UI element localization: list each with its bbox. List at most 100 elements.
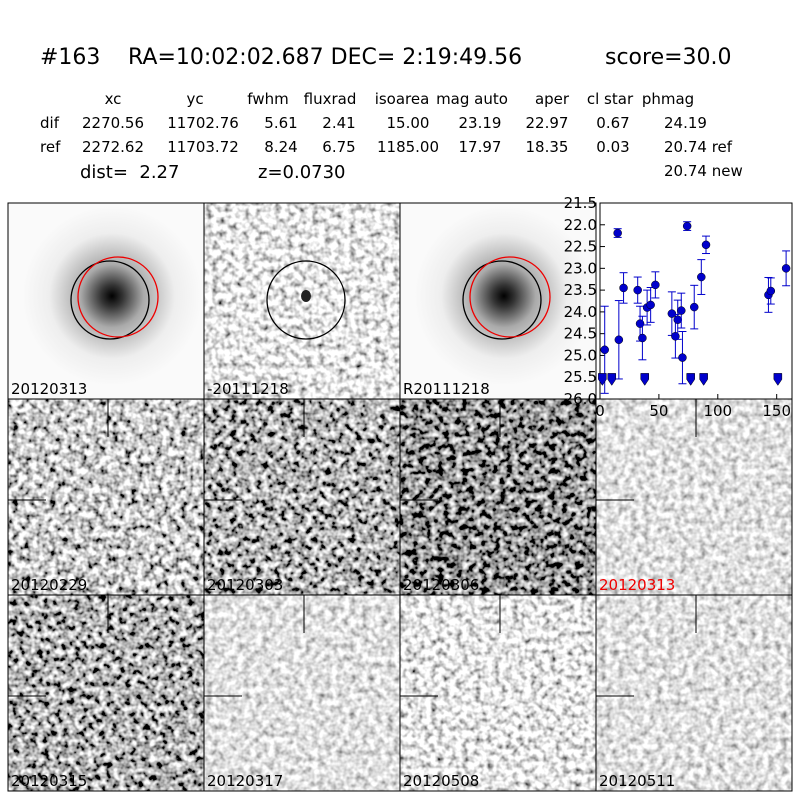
table-cell: 22.97 xyxy=(526,114,569,132)
point xyxy=(678,353,687,362)
table-cell: 15.00 xyxy=(387,114,430,132)
upper-limit xyxy=(607,373,617,386)
table-cell: 11702.76 xyxy=(167,114,239,132)
upper-limit xyxy=(598,373,607,386)
image xyxy=(8,399,204,595)
table-cell: 20.74 ref xyxy=(664,138,733,156)
column-header: cl star xyxy=(587,90,634,108)
point xyxy=(651,280,660,290)
image xyxy=(204,595,400,791)
distance: dist= 2.27 xyxy=(80,162,179,183)
source xyxy=(301,290,311,302)
point xyxy=(614,335,624,345)
image xyxy=(596,595,792,791)
table-cell: 0.67 xyxy=(596,114,629,132)
row-label: dif xyxy=(40,114,60,132)
panel-label: 20120315 xyxy=(11,772,87,790)
y-tick-label: 24.5 xyxy=(564,325,597,343)
point xyxy=(766,286,776,296)
image xyxy=(8,595,204,791)
point xyxy=(697,272,706,282)
upper-limit xyxy=(686,373,695,386)
galaxy xyxy=(414,206,594,386)
column-header: fluxrad xyxy=(304,90,357,108)
table-cell: 6.75 xyxy=(322,138,355,156)
aperture xyxy=(462,260,542,340)
point xyxy=(633,285,642,295)
column-header: isoarea xyxy=(375,90,430,108)
point xyxy=(646,300,655,310)
image xyxy=(204,203,400,399)
upper-limit xyxy=(773,373,783,386)
panel-label: -20111218 xyxy=(207,380,289,398)
column-header: mag auto xyxy=(436,90,508,108)
point xyxy=(677,306,686,315)
column-header: aper xyxy=(535,90,570,108)
table-cell: 18.35 xyxy=(526,138,569,156)
upper-limit xyxy=(640,373,650,386)
point xyxy=(600,345,609,355)
panel-label: 20120229 xyxy=(11,576,87,594)
galaxy xyxy=(22,206,202,386)
panel-label: 20120317 xyxy=(207,772,283,790)
column-header: xc xyxy=(105,90,122,108)
candidate-id: #163 xyxy=(40,45,100,70)
score: score=30.0 xyxy=(605,45,732,70)
column-header: phmag xyxy=(642,90,694,108)
table-cell: 24.19 xyxy=(664,114,707,132)
panel-label: 20120508 xyxy=(403,772,479,790)
table-cell: 23.19 xyxy=(459,114,502,132)
point xyxy=(689,302,699,312)
aperture-ref xyxy=(77,256,159,338)
upper-limit xyxy=(699,373,708,386)
phmag-new: 20.74 new xyxy=(664,162,743,180)
table-cell: 5.61 xyxy=(264,114,297,132)
y-tick-label: 21.5 xyxy=(564,194,597,212)
table-cell: 0.03 xyxy=(596,138,629,156)
point xyxy=(619,283,628,293)
panel-label: 20120303 xyxy=(207,576,283,594)
image xyxy=(400,595,596,791)
aperture xyxy=(70,260,150,340)
y-tick-label: 24.0 xyxy=(564,303,597,321)
point xyxy=(682,221,692,231)
y-tick-label: 22.5 xyxy=(564,238,597,256)
light-curve: 21.5 22.0 22.5 23.0 23.5 24.0 24.5 25.0 25.5 26.0… xyxy=(564,194,793,420)
y-tick-label: 26.0 xyxy=(564,390,597,408)
column-header: yc xyxy=(186,90,203,108)
point xyxy=(673,315,682,324)
point xyxy=(638,333,647,343)
panel-label: 20120313 xyxy=(11,380,87,398)
y-tick-label: 23.5 xyxy=(564,281,597,299)
frame xyxy=(595,594,793,792)
table-cell: 2272.62 xyxy=(82,138,144,156)
x-tick-label: 100 xyxy=(703,402,732,420)
y-tick-label: 25.0 xyxy=(564,346,597,364)
image xyxy=(400,399,596,595)
table-cell: 1185.00 xyxy=(377,138,439,156)
x-tick-label: 50 xyxy=(649,402,668,420)
plot-area xyxy=(599,202,793,400)
x-tick-label: 150 xyxy=(762,402,791,420)
image-grid: 20120313 -20111218 R20111218 20120229 201203… xyxy=(7,202,793,792)
point xyxy=(613,228,622,238)
row-label: ref xyxy=(40,138,61,156)
point xyxy=(781,264,791,273)
aperture-ref xyxy=(469,256,551,338)
image xyxy=(204,399,400,595)
x-tick-label: 0 xyxy=(595,402,605,420)
coordinates: RA=10:02:02.687 DEC= 2:19:49.56 xyxy=(128,45,522,70)
point xyxy=(667,309,677,318)
aperture xyxy=(266,260,346,340)
y-tick-label: 22.0 xyxy=(564,216,597,234)
table-cell: 17.97 xyxy=(459,138,502,156)
redshift: z=0.0730 xyxy=(258,162,346,183)
column-header: fwhm xyxy=(247,90,288,108)
panel-label: R20111218 xyxy=(403,380,490,398)
panel-label: 20120511 xyxy=(599,772,675,790)
table-cell: 8.24 xyxy=(264,138,297,156)
table-cell: 2270.56 xyxy=(82,114,144,132)
point xyxy=(701,240,711,250)
y-tick-label: 23.0 xyxy=(564,259,597,277)
